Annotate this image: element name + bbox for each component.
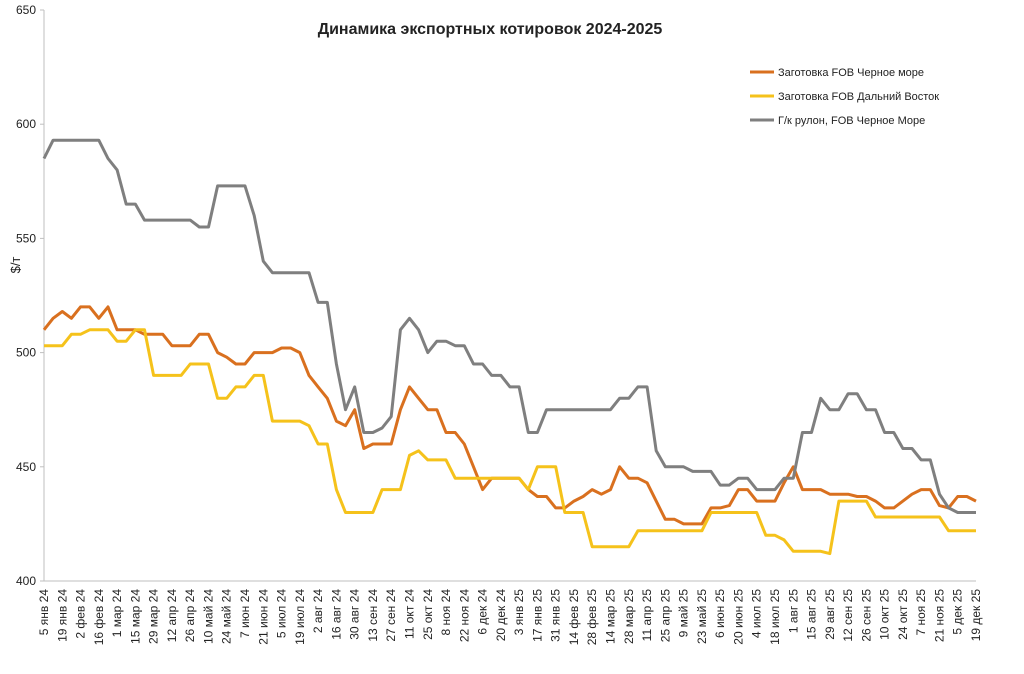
x-tick-label: 23 май 25	[695, 589, 709, 644]
x-tick-label: 5 дек 25	[951, 589, 965, 635]
x-tick-label: 27 сен 24	[384, 589, 398, 642]
x-tick-label: 2 авг 24	[311, 589, 325, 633]
x-tick-label: 25 окт 24	[421, 589, 435, 640]
x-tick-label: 2 фев 24	[74, 589, 88, 639]
x-tick-label: 10 май 24	[201, 589, 215, 644]
x-tick-label: 18 июл 25	[768, 589, 782, 645]
x-tick-label: 6 июн 25	[713, 589, 727, 638]
series-line	[42, 305, 977, 526]
x-tick-label: 13 сен 24	[366, 589, 380, 642]
x-tick-label: 29 авг 25	[823, 589, 837, 640]
x-tick-label: 4 июл 25	[750, 589, 764, 638]
x-tick-label: 16 фев 24	[92, 589, 106, 646]
x-tick-label: 1 мар 24	[110, 589, 124, 638]
chart-title: Динамика экспортных котировок 2024-2025	[318, 21, 663, 38]
x-tick-label: 21 июн 24	[256, 589, 270, 645]
x-tick-label: 28 мар 25	[622, 589, 636, 644]
y-tick-label: 500	[16, 346, 36, 360]
x-tick-label: 26 сен 25	[859, 589, 873, 642]
x-tick-label: 10 окт 25	[878, 589, 892, 640]
x-tick-label: 17 янв 25	[530, 589, 544, 642]
x-tick-label: 24 окт 25	[896, 589, 910, 640]
x-tick-label: 16 авг 24	[329, 589, 343, 640]
y-tick-label: 550	[16, 231, 36, 245]
x-tick-label: 26 апр 24	[183, 589, 197, 643]
x-tick-label: 30 авг 24	[348, 589, 362, 640]
x-tick-label: 7 июн 24	[238, 589, 252, 638]
x-tick-label: 1 авг 25	[786, 589, 800, 633]
series-line	[44, 328, 976, 556]
x-tick-label: 19 дек 25	[969, 589, 983, 642]
x-tick-label: 28 фев 25	[585, 589, 599, 646]
x-tick-label: 15 авг 25	[805, 589, 819, 640]
x-tick-label: 11 окт 24	[402, 589, 416, 639]
x-tick-label: 8 ноя 24	[439, 589, 453, 636]
legend-label: Заготовка FOB Черное море	[778, 67, 924, 79]
series-line	[42, 138, 976, 514]
x-tick-label: 24 май 24	[220, 589, 234, 644]
x-tick-label: 5 июл 24	[275, 589, 289, 638]
x-tick-label: 6 дек 24	[476, 589, 490, 635]
x-tick-label: 20 дек 24	[494, 589, 508, 642]
x-tick-label: 21 ноя 25	[932, 589, 946, 642]
x-tick-label: 20 июн 25	[731, 589, 745, 645]
legend-label: Заготовка FOB Дальний Восток	[778, 91, 939, 103]
legend-label: Г/к рулон, FOB Черное Море	[778, 115, 925, 127]
y-tick-label: 450	[16, 460, 36, 474]
y-tick-label: 600	[16, 117, 36, 131]
y-tick-label: 650	[16, 3, 36, 17]
x-tick-label: 3 янв 25	[512, 589, 526, 636]
x-tick-label: 14 мар 25	[604, 589, 618, 644]
x-tick-label: 11 апр 25	[640, 589, 654, 642]
x-tick-label: 12 сен 25	[841, 589, 855, 642]
x-tick-label: 7 ноя 25	[914, 589, 928, 636]
x-tick-label: 19 янв 24	[55, 589, 69, 642]
y-axis-label: $/т	[8, 257, 23, 274]
x-tick-label: 15 мар 24	[128, 589, 142, 644]
y-tick-label: 400	[16, 574, 36, 588]
x-tick-label: 12 апр 24	[165, 589, 179, 643]
x-tick-label: 25 апр 25	[658, 589, 672, 643]
x-tick-label: 5 янв 24	[37, 589, 51, 636]
x-tick-label: 14 фев 25	[567, 589, 581, 646]
x-tick-label: 31 янв 25	[549, 589, 563, 642]
x-tick-label: 9 май 25	[677, 589, 691, 638]
x-tick-label: 22 ноя 24	[457, 589, 471, 642]
x-tick-label: 29 мар 24	[147, 589, 161, 644]
x-tick-label: 19 июл 24	[293, 589, 307, 645]
